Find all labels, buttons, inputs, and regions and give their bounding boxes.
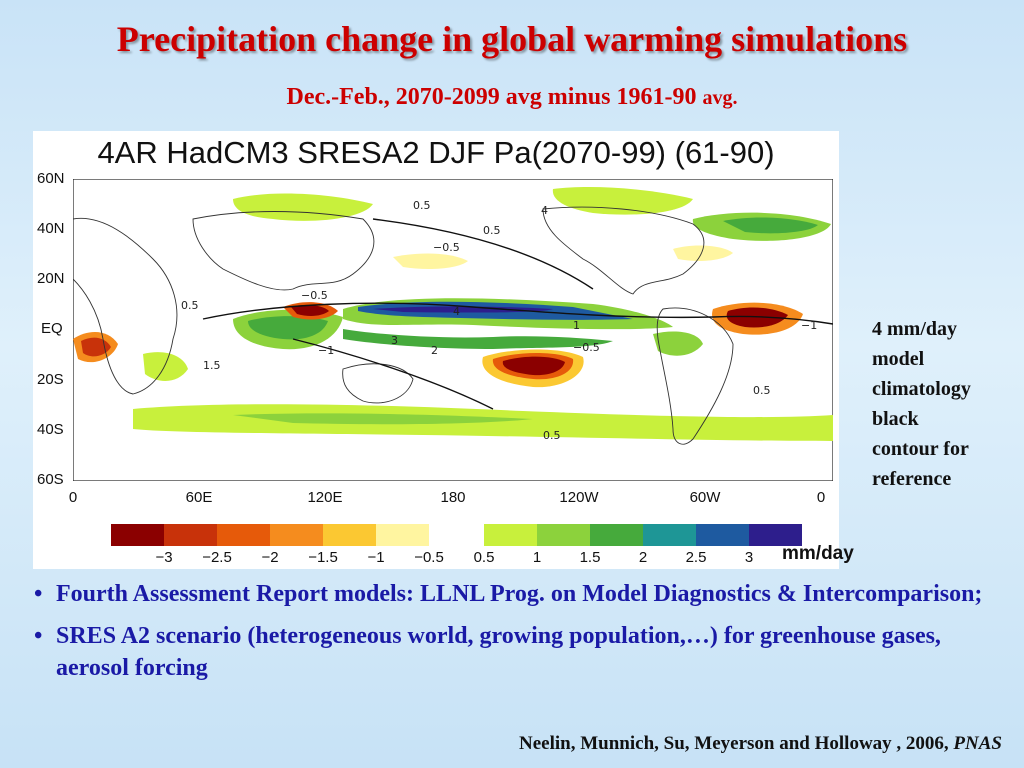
colorbar-swatch [217,524,270,546]
slide-subtitle: Dec.-Feb., 2070-2099 avg minus 1961-90 a… [0,84,1024,111]
contour-label: 0.5 [483,224,501,237]
contour-label: 0.5 [413,199,431,212]
colorbar-tick-label: 1 [532,549,542,566]
contour-label: 4 [541,204,548,217]
colorbar-swatch [270,524,323,546]
side-note-line: contour for [872,438,969,460]
colorbar-swatch [749,524,802,546]
bullet-text: Fourth Assessment Report models: LLNL Pr… [56,581,983,607]
side-note-line: reference [872,468,952,490]
contour-label: −0.5 [433,241,460,254]
precipitation-map: 0.5 −0.5 0.5 4 0.5 −0.5 4 1 −1 2 1.5 3 −… [73,179,833,481]
colorbar-tick-label: −1.5 [308,549,338,566]
side-note-line: climatology [872,378,971,400]
figure-title: 4AR HadCM3 SRESA2 DJF Pa(2070-99) (61-90… [97,135,775,170]
lat-label: EQ [41,320,63,337]
citation: Neelin, Munnich, Su, Meyerson and Hollow… [519,733,1002,755]
contour-label: −1 [801,319,817,332]
colorbar-tick-label: −2 [261,549,279,566]
side-note-line: black [872,408,919,430]
climatology-contour [372,218,594,290]
units-label: mm/day [782,543,854,564]
bullet-list: • Fourth Assessment Report models: LLNL … [34,578,1004,694]
precipitation-map-figure: 4AR HadCM3 SRESA2 DJF Pa(2070-99) (61-90… [33,131,839,569]
lat-label: 60N [37,170,65,187]
colorbar-tick-label: 1.5 [579,549,601,566]
contour-label: −0.5 [301,289,328,302]
side-note-line: 4 mm/day [872,318,957,340]
contour-label: 1.5 [203,359,221,372]
colorbar-swatch [696,524,749,546]
contour-label: −0.5 [573,341,600,354]
lon-label: 120W [559,489,599,506]
contour-label: 0.5 [753,384,771,397]
colorbar-swatch [643,524,696,546]
bullet-dot: • [34,581,43,607]
citation-journal: PNAS [953,733,1002,754]
lon-label: 60W [689,489,721,506]
lon-label: 60E [185,489,213,506]
colorbar [111,524,802,546]
lat-label: 20N [37,270,65,287]
climatology-contour [202,302,833,325]
lat-label: 20S [37,371,64,388]
colorbar-swatch [484,524,537,546]
colorbar-swatch [323,524,376,546]
colorbar-tick-label: 3 [744,549,754,566]
citation-authors: Neelin, Munnich, Su, Meyerson and Hollow… [519,733,949,754]
lat-label: 60S [37,471,64,488]
bullet-dot: • [34,623,43,649]
contour-label: 2 [431,344,438,357]
colorbar-swatch [111,524,164,546]
colorbar-swatch [376,524,429,546]
contour-label: 0.5 [181,299,199,312]
contour-label: 3 [391,334,398,347]
bullet-text: SRES A2 scenario (heterogeneous world, g… [56,623,941,681]
side-note: 4 mm/day model climatology black contour… [872,314,1012,494]
lat-label: 40S [37,421,64,438]
lon-label: 120E [307,489,343,506]
colorbar-tick-label: −2.5 [202,549,232,566]
contour-label: 0.5 [543,429,561,442]
colorbar-tick-label: 0.5 [473,549,495,566]
colorbar-tick-label: 2 [638,549,648,566]
lon-label: 180 [440,489,466,506]
subtitle-main: Dec.-Feb., 2070-2099 avg minus 1961-90 [286,84,697,110]
subtitle-small: avg. [702,87,738,109]
colorbar-tick-label: −1 [367,549,385,566]
contour-label: 1 [573,319,580,332]
lon-label: 0 [68,489,78,506]
bullet-item: • SRES A2 scenario (heterogeneous world,… [34,620,1004,684]
bullet-item: • Fourth Assessment Report models: LLNL … [34,578,1004,610]
slide-title: Precipitation change in global warming s… [116,19,908,59]
climatology-contour [292,338,494,410]
colorbar-swatch [164,524,217,546]
coastlines [73,206,734,445]
contour-label: −1 [318,344,334,357]
colorbar-tick-label: 2.5 [685,549,707,566]
colorbar-tick-label: −3 [155,549,173,566]
contour-label: 4 [453,305,460,318]
colorbar-tick-label: −0.5 [414,549,444,566]
side-note-line: model [872,348,925,370]
colorbar-swatch [590,524,643,546]
precip-change-shading [73,187,833,441]
lon-label: 0 [816,489,826,506]
lat-label: 40N [37,220,65,237]
colorbar-swatch [537,524,590,546]
